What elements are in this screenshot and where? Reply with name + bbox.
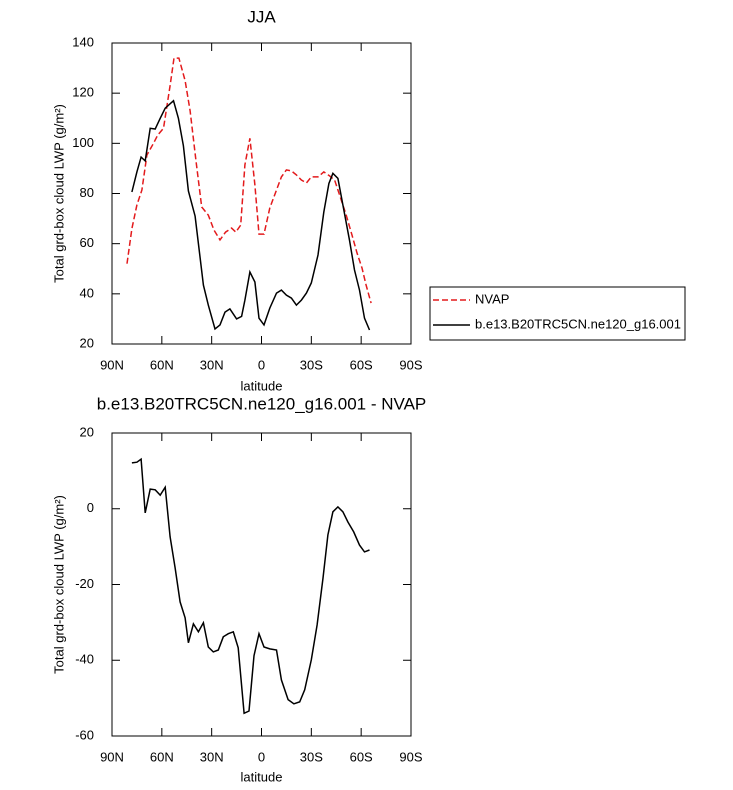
x-axis-label: latitude (241, 769, 283, 784)
y-tick-label: 100 (72, 135, 94, 150)
x-tick-label: 60N (150, 357, 174, 372)
y-tick-label: -20 (75, 576, 94, 591)
x-tick-label: 60S (350, 357, 373, 372)
y-tick-label: -60 (75, 727, 94, 742)
y-tick-label: -40 (75, 652, 94, 667)
x-tick-label: 30N (200, 749, 224, 764)
x-tick-label: 30S (300, 357, 323, 372)
x-tick-label: 0 (258, 749, 265, 764)
y-tick-label: 60 (80, 235, 94, 250)
legend-box (429, 286, 686, 341)
y-tick-label: 120 (72, 85, 94, 100)
series-line (131, 99, 371, 331)
x-tick-label: 90S (399, 357, 422, 372)
y-tick-label: 20 (80, 335, 94, 350)
chart-title: b.e13.B20TRC5CN.ne120_g16.001 - NVAP (97, 394, 427, 413)
y-tick-label: 20 (80, 424, 94, 439)
x-axis-label: latitude (241, 378, 283, 393)
series-line (131, 457, 370, 715)
legend-label: b.e13.B20TRC5CN.ne120_g16.001 (475, 316, 681, 331)
y-tick-label: 140 (72, 34, 94, 49)
plot-frame (111, 432, 412, 737)
x-tick-label: 90N (100, 357, 124, 372)
plot-frame (111, 42, 412, 345)
series-line (126, 57, 372, 304)
legend-label: NVAP (475, 291, 509, 306)
y-tick-label: 0 (87, 500, 94, 515)
y-axis-label: Total grd-box cloud LWP (g/m²) (51, 104, 66, 283)
y-axis-label: Total grd-box cloud LWP (g/m²) (51, 495, 66, 674)
y-tick-label: 40 (80, 285, 94, 300)
x-tick-label: 0 (258, 357, 265, 372)
x-tick-label: 30S (300, 749, 323, 764)
x-tick-label: 30N (200, 357, 224, 372)
x-tick-label: 90N (100, 749, 124, 764)
x-tick-label: 90S (399, 749, 422, 764)
y-tick-label: 80 (80, 185, 94, 200)
x-tick-label: 60N (150, 749, 174, 764)
chart-title: JJA (247, 7, 276, 26)
x-tick-label: 60S (350, 749, 373, 764)
